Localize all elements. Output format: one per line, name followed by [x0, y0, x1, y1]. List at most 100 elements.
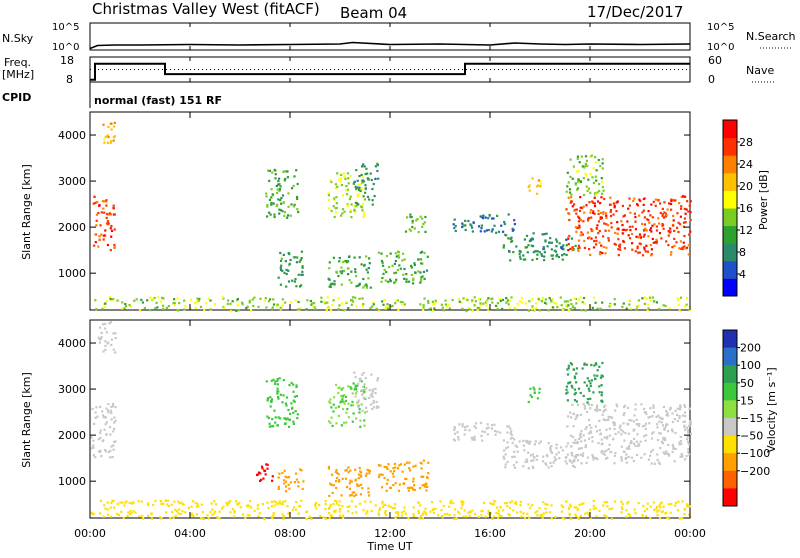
range-gate-cell	[684, 212, 687, 215]
range-gate-cell	[555, 302, 558, 305]
range-gate-cell	[300, 257, 303, 260]
range-gate-cell	[473, 435, 476, 438]
range-gate-cell	[347, 466, 350, 469]
range-gate-cell	[294, 278, 297, 281]
range-gate-cell	[301, 265, 304, 268]
range-gate-cell	[99, 512, 102, 515]
range-gate-cell	[265, 195, 268, 198]
range-gate-cell	[620, 445, 623, 448]
range-gate-cell	[686, 431, 690, 434]
range-gate-cell	[574, 438, 577, 442]
range-gate-cell	[678, 202, 681, 205]
range-gate-cell	[461, 503, 464, 506]
range-gate-cell	[381, 505, 385, 508]
range-gate-cell	[658, 222, 661, 225]
range-gate-cell	[529, 387, 532, 390]
range-gate-cell	[597, 442, 600, 445]
range-gate-cell	[535, 458, 538, 461]
range-gate-cell	[207, 297, 210, 300]
range-gate-cell	[635, 423, 638, 426]
range-gate-cell	[357, 183, 360, 186]
range-gate-cell	[479, 230, 482, 233]
range-gate-cell	[540, 254, 544, 257]
freq-left-tick-bottom: 8	[66, 73, 73, 86]
range-gate-cell	[339, 514, 342, 517]
range-gate-cell	[667, 234, 670, 237]
range-gate-cell	[519, 510, 522, 513]
range-gate-cell	[684, 304, 687, 308]
range-gate-cell	[542, 512, 545, 515]
range-gate-cell	[391, 506, 394, 510]
range-gate-cell	[600, 438, 603, 441]
range-gate-cell	[432, 309, 435, 312]
velocity-marks	[90, 321, 693, 521]
range-gate-cell	[295, 169, 298, 172]
range-gate-cell	[577, 244, 580, 247]
range-gate-cell	[270, 203, 273, 206]
range-gate-cell	[358, 408, 361, 411]
range-gate-cell	[277, 396, 280, 399]
range-gate-cell	[637, 251, 640, 254]
range-gate-cell	[662, 227, 665, 230]
range-gate-cell	[279, 306, 282, 309]
range-gate-cell	[256, 504, 259, 507]
range-gate-cell	[596, 200, 600, 203]
range-gate-cell	[575, 208, 578, 211]
range-gate-cell	[165, 306, 168, 309]
colorbar-tick-label-3: 16	[739, 202, 753, 215]
range-gate-cell	[483, 230, 486, 233]
range-gate-cell	[155, 301, 158, 304]
range-gate-cell	[519, 500, 522, 503]
range-gate-cell	[332, 403, 335, 406]
range-gate-cell	[192, 514, 195, 517]
range-gate-cell	[197, 299, 200, 302]
range-gate-cell	[666, 208, 669, 211]
range-gate-cell	[481, 430, 484, 433]
range-gate-cell	[114, 337, 117, 340]
range-gate-cell	[613, 424, 616, 427]
range-gate-cell	[507, 446, 510, 449]
range-gate-cell	[372, 301, 375, 304]
range-gate-cell	[683, 508, 686, 511]
range-gate-cell	[536, 253, 539, 256]
range-gate-cell	[471, 299, 474, 302]
range-gate-cell	[326, 296, 329, 299]
range-gate-cell	[299, 258, 302, 262]
range-gate-cell	[567, 237, 570, 240]
range-gate-cell	[354, 268, 357, 271]
range-gate-cell	[356, 483, 359, 486]
cpid-label: CPID	[2, 91, 31, 104]
range-gate-cell	[106, 212, 109, 216]
range-gate-cell	[612, 438, 615, 441]
range-gate-cell	[420, 250, 424, 253]
range-gate-cell	[616, 221, 619, 224]
range-gate-cell	[578, 517, 581, 521]
range-gate-cell	[648, 296, 652, 299]
range-gate-cell	[569, 505, 573, 508]
range-gate-cell	[401, 470, 404, 473]
range-gate-cell	[355, 305, 358, 308]
range-gate-cell	[284, 485, 288, 488]
range-gate-cell	[628, 303, 631, 306]
range-gate-cell	[174, 508, 177, 511]
range-gate-cell	[281, 269, 284, 272]
range-gate-cell	[351, 420, 354, 423]
range-gate-cell	[360, 380, 363, 383]
range-gate-cell	[651, 296, 654, 299]
colorbar-tick-label-6: −100	[740, 447, 770, 460]
range-gate-cell	[454, 508, 457, 511]
range-gate-cell	[528, 516, 531, 519]
range-gate-cell	[227, 299, 230, 302]
range-gate-cell	[664, 215, 667, 218]
range-gate-cell	[372, 399, 375, 402]
range-gate-cell	[634, 444, 637, 447]
range-gate-cell	[583, 381, 586, 384]
range-gate-cell	[367, 178, 370, 181]
range-gate-cell	[434, 301, 437, 304]
range-gate-cell	[674, 501, 677, 504]
range-gate-cell	[114, 440, 117, 443]
range-gate-cell	[641, 514, 644, 517]
range-gate-cell	[342, 516, 345, 519]
